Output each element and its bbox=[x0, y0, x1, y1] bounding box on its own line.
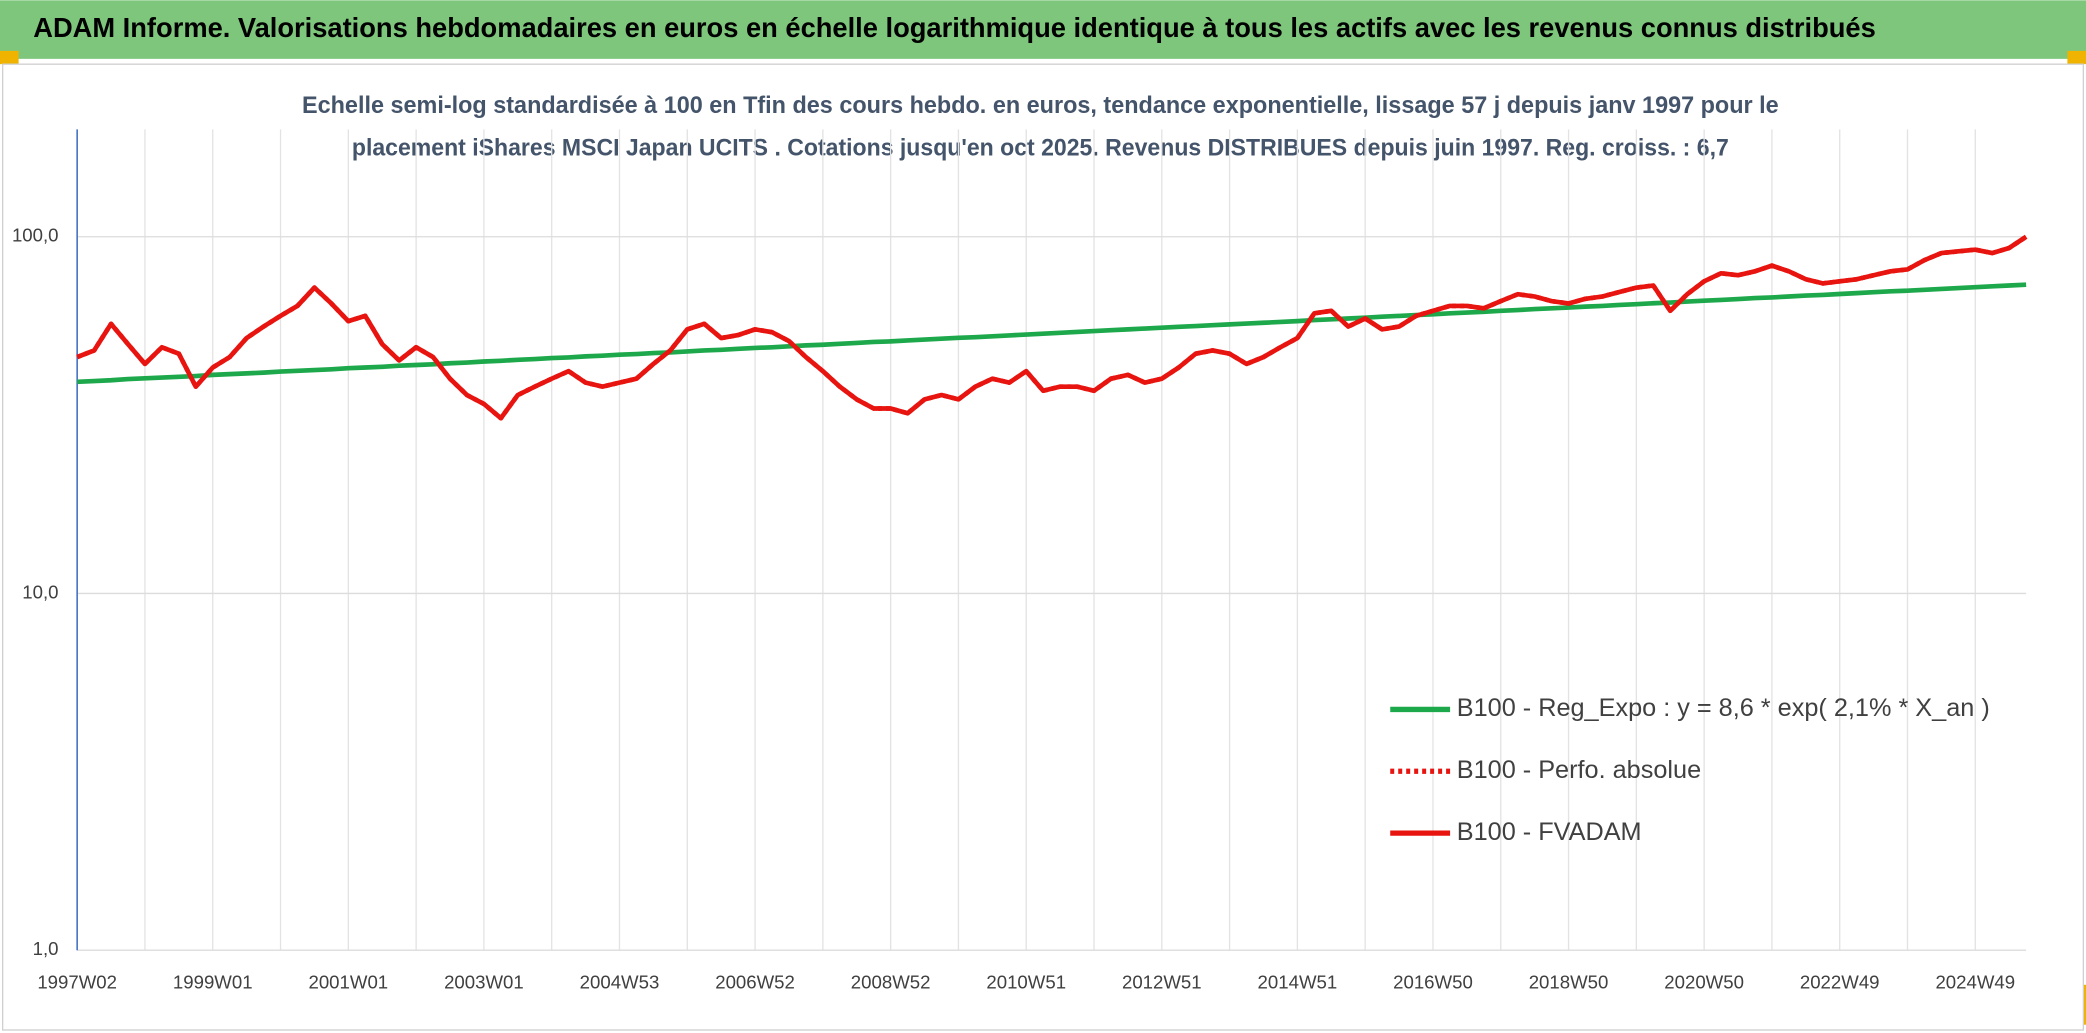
header-bar bbox=[0, 0, 2086, 59]
x-tick-label: 2018W50 bbox=[1529, 971, 1609, 992]
legend-label: B100 - Reg_Expo : y = 8,6 * exp( 2,1% * … bbox=[1457, 694, 1990, 722]
x-tick-label: 2022W49 bbox=[1800, 971, 1880, 992]
x-tick-label: 2001W01 bbox=[308, 971, 388, 992]
x-tick-label: 2016W50 bbox=[1393, 971, 1473, 992]
x-tick-label: 2003W01 bbox=[444, 971, 524, 992]
series-line bbox=[77, 282, 2027, 385]
subtitle: placement iShares MSCI Japan UCITS . Cot… bbox=[352, 135, 1729, 162]
series-line bbox=[76, 234, 2028, 421]
x-tick-label: 2024W49 bbox=[1935, 971, 2015, 992]
header-title: ADAM Informe. Valorisations hebdomadaire… bbox=[33, 12, 1876, 43]
x-tick-label: 2020W50 bbox=[1664, 971, 1744, 992]
corner-mark bbox=[0, 50, 19, 65]
legend-label: B100 - Perfo. absolue bbox=[1457, 756, 1701, 784]
y-tick-label: 100,0 bbox=[12, 225, 59, 246]
x-tick-label: 2004W53 bbox=[580, 971, 660, 992]
y-tick-label: 10,0 bbox=[22, 581, 58, 602]
x-tick-label: 2012W51 bbox=[1122, 971, 1202, 992]
x-tick-label: 1999W01 bbox=[173, 971, 253, 992]
x-tick-label: 2006W52 bbox=[715, 971, 795, 992]
legend-label: B100 - FVADAM bbox=[1457, 818, 1642, 846]
x-tick-label: 2014W51 bbox=[1258, 971, 1338, 992]
y-tick-label: 1,0 bbox=[33, 938, 59, 959]
x-tick-label: 1997W02 bbox=[37, 971, 117, 992]
x-tick-label: 2010W51 bbox=[986, 971, 1066, 992]
chart-area bbox=[1, 63, 2085, 1031]
corner-mark bbox=[2067, 50, 2086, 65]
x-tick-label: 2008W52 bbox=[851, 971, 931, 992]
subtitle: Echelle semi-log standardisée à 100 en T… bbox=[302, 92, 1779, 119]
